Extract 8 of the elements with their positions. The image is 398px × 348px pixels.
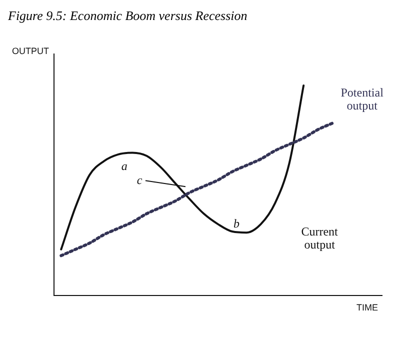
annotation: c [136,172,143,187]
annotation: b [234,216,240,231]
series-label: Potential output [340,85,384,112]
y-axis-title: OUTPUT [12,46,50,56]
chart-title: Figure 9.5: Economic Boom versus Recession [8,8,248,24]
x-axis-title: TIME [356,302,378,313]
annotation: a [121,158,128,173]
text: Current output [301,224,339,252]
